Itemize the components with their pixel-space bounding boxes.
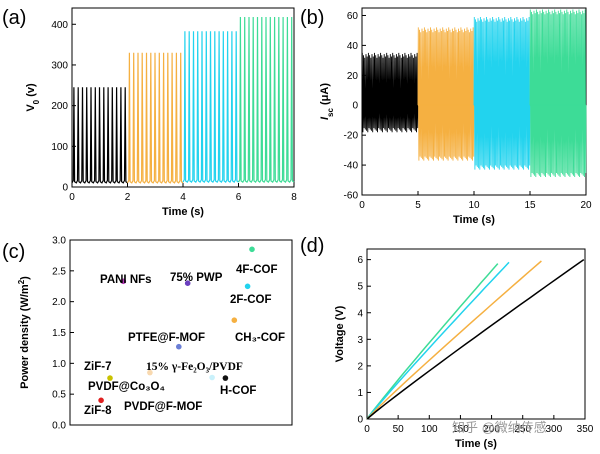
scatter-point [184, 280, 191, 287]
y-tick-label: 0.5 [52, 390, 66, 401]
y-axis-label: Voltage (V) [334, 305, 346, 362]
panel-label-d: (d) [300, 235, 324, 257]
y-tick-label: 40 [347, 41, 359, 52]
point-annotation: H-COF [220, 385, 256, 397]
scatter-point [209, 374, 215, 381]
point-annotation: 75% PWP [170, 272, 223, 284]
x-tick-label: 2 [125, 192, 131, 203]
x-tick-label: 15 [524, 200, 536, 211]
x-axis-label: Time (s) [162, 206, 204, 218]
point-annotation: PTFE@F-MOF [128, 332, 205, 344]
scatter-point [222, 375, 229, 381]
y-tick-label: 4 [357, 308, 363, 319]
point-annotation: ZiF-8 [84, 405, 112, 417]
current-series-3 [473, 16, 531, 170]
x-tick-label: 4 [180, 192, 186, 203]
point-annotation: PANI NFs [100, 274, 152, 286]
y-tick-label: -40 [344, 161, 359, 172]
point-annotation: CH₃-COF [235, 332, 285, 344]
point-annotation: 2F-COF [230, 294, 272, 306]
point-annotation: PVDF@F-MOF [124, 401, 202, 413]
y-tick-label: 3 [357, 335, 363, 346]
x-axis-label: Time (s) [455, 438, 497, 450]
scatter-point [231, 317, 238, 324]
x-tick-label: 6 [236, 192, 242, 203]
y-tick-label: -20 [344, 131, 359, 142]
y-tick-label: 1 [357, 388, 363, 399]
scatter-point [120, 278, 127, 285]
chart-panel-c: 0.0 0.5 1.0 1.5 2.0 2.5 3.0 Power density (W/m2… [17, 236, 293, 432]
y-tick-label: 100 [51, 142, 68, 153]
charging-curve-4 [366, 258, 585, 420]
charging-curve-2 [366, 261, 510, 420]
scatter-point [244, 283, 251, 290]
y-axis-label: Power density (W/m2) [17, 276, 32, 389]
x-tick-label: 50 [393, 424, 405, 435]
y-tick-label: 2.0 [52, 297, 66, 308]
x-tick-label: 8 [291, 192, 297, 203]
scatter-point [98, 397, 104, 404]
charging-curve-1 [366, 263, 499, 420]
point-annotation: ZiF-7 [84, 361, 111, 373]
y-tick-label: 300 [51, 60, 68, 71]
y-tick-label: 6 [357, 255, 363, 266]
y-axis-label: Isc (μA) [319, 83, 335, 120]
x-tick-label: 0 [69, 192, 75, 203]
y-tick-label: 1.5 [52, 328, 66, 339]
y-tick-label: 3.0 [52, 236, 66, 247]
y-tick-label: 2.5 [52, 266, 66, 277]
x-tick-label: 350 [577, 424, 594, 435]
watermark-text: 知乎 @微纳传感 [452, 420, 547, 435]
y-axis-label: V0 (v) [25, 83, 41, 112]
x-tick-label: 20 [580, 200, 592, 211]
y-tick-label: 0 [357, 415, 363, 426]
chart-panel-a: 0 100 200 300 400 0 2 4 6 8 Time (s) V0 (v) [25, 7, 297, 218]
voltage-series-3 [182, 31, 239, 183]
voltage-series-2 [126, 52, 184, 184]
scatter-point [107, 375, 113, 381]
current-series-2 [417, 27, 475, 161]
current-series-4 [529, 9, 587, 178]
voltage-series-4 [237, 16, 295, 183]
y-tick-label: 0 [62, 183, 68, 194]
y-tick-label: 400 [51, 20, 68, 31]
voltage-series-1 [71, 87, 128, 184]
x-tick-label: 5 [415, 200, 421, 211]
x-tick-label: 250 [514, 424, 531, 435]
x-tick-label: 200 [483, 424, 500, 435]
y-tick-label: 60 [347, 11, 359, 22]
charging-curve-3 [366, 260, 542, 420]
chart-panel-b: -60 -40 -20 0 20 40 60 0 5 10 15 20 Time (s) Isc (μA) [319, 7, 592, 226]
y-tick-label: 0 [352, 101, 358, 112]
panel-label-b: (b) [300, 7, 324, 29]
point-annotation: 4F-COF [236, 264, 278, 276]
chart-panel-d: 0 1 2 3 4 5 6 0 50 100 150 200 250 300 350 Time (s) Volt… [334, 248, 594, 450]
x-tick-label: 10 [468, 200, 480, 211]
scatter-point [249, 246, 255, 253]
point-annotation: 15% γ-Fe₂O₃/PVDF [146, 361, 243, 373]
y-tick-label: 200 [51, 101, 68, 112]
y-tick-label: 5 [357, 282, 363, 293]
x-tick-label: 150 [452, 424, 469, 435]
x-tick-label: 300 [546, 424, 563, 435]
plot-frame [366, 248, 586, 420]
current-series-1 [361, 52, 419, 133]
y-tick-label: 0.0 [52, 421, 66, 432]
y-tick-label: 1.0 [52, 359, 66, 370]
y-tick-label: -60 [344, 191, 359, 202]
y-tick-label: 2 [357, 361, 363, 372]
panel-label-a: (a) [2, 7, 26, 29]
x-tick-label: 0 [364, 424, 370, 435]
point-annotation: PVDF@Co₃O₄ [88, 381, 165, 393]
scatter-point [147, 369, 153, 376]
scatter-point [176, 343, 182, 350]
x-tick-label: 0 [359, 200, 365, 211]
y-tick-label: 20 [347, 71, 359, 82]
panel-label-c: (c) [2, 241, 25, 263]
x-axis-label: Time (s) [453, 214, 495, 226]
x-tick-label: 100 [421, 424, 438, 435]
